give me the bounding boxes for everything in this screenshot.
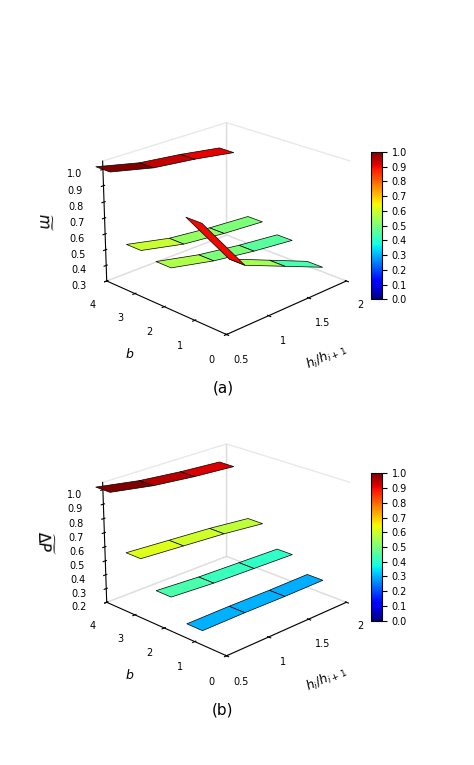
Text: (b): (b) [212,702,234,718]
Y-axis label: $b$: $b$ [125,668,134,682]
X-axis label: $h_i/h_{i+1}$: $h_i/h_{i+1}$ [303,341,349,373]
Y-axis label: $b$: $b$ [125,347,134,361]
X-axis label: $h_i/h_{i+1}$: $h_i/h_{i+1}$ [303,662,349,695]
Text: (a): (a) [212,381,234,396]
